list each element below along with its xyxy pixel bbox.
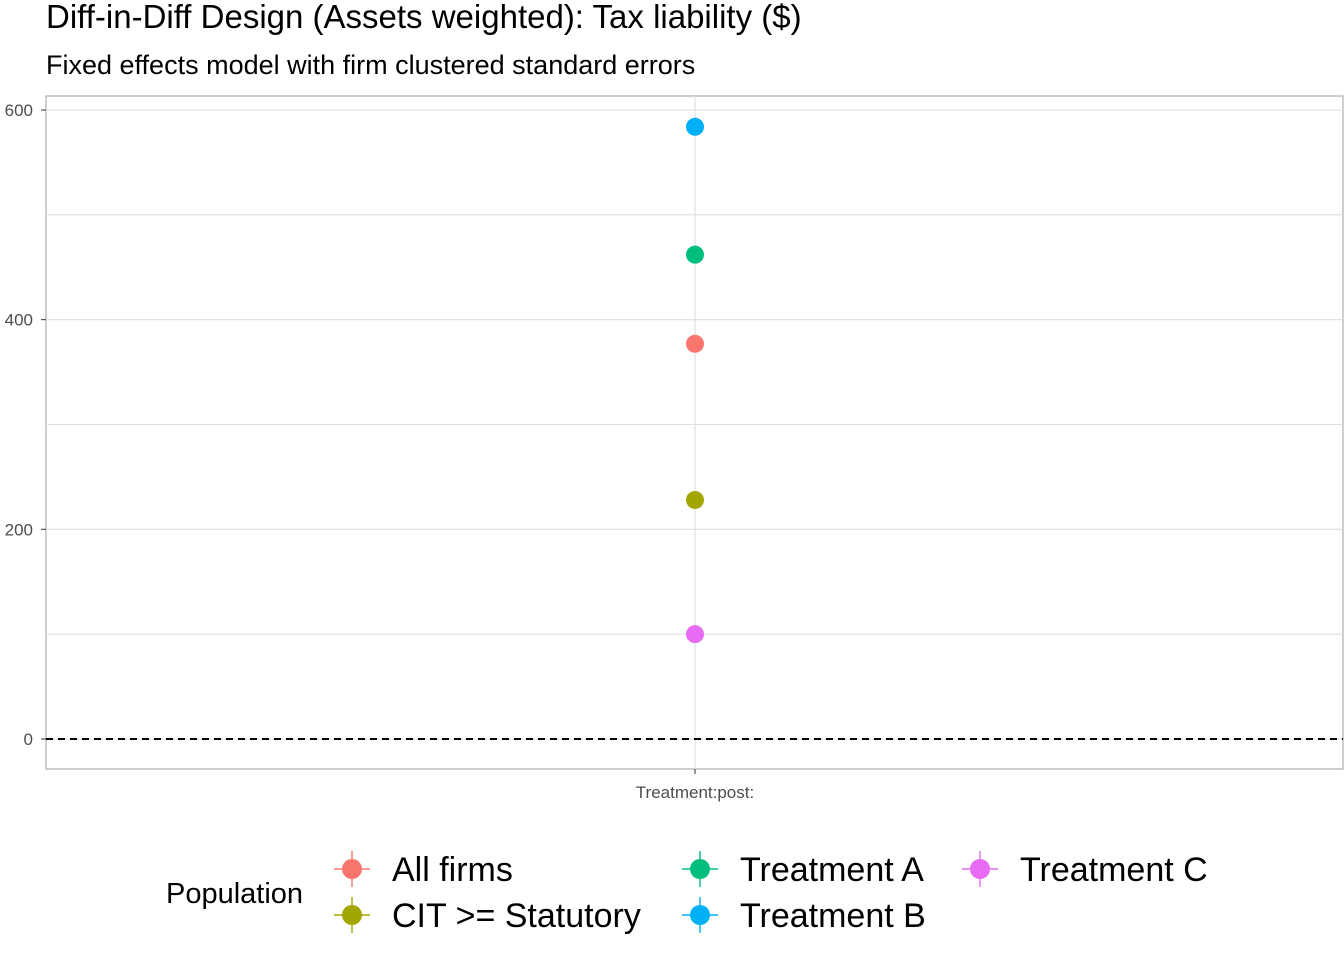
legend-item: Treatment C (962, 851, 1208, 889)
y-tick-label: 0 (24, 730, 33, 749)
point-treatment-b (686, 117, 704, 136)
legend-item: Treatment A (682, 851, 924, 889)
x-tick-label: Treatment:post: (636, 783, 754, 802)
legend-item: All firms (334, 851, 513, 889)
legend-label: Treatment B (740, 897, 926, 935)
chart-title: Diff-in-Diff Design (Assets weighted): T… (46, 0, 802, 35)
legend-label: All firms (392, 851, 513, 889)
legend-item: Treatment B (682, 897, 926, 935)
legend-label: Treatment C (1020, 851, 1208, 889)
chart-subtitle: Fixed effects model with firm clustered … (46, 50, 695, 80)
legend-key-dot (342, 859, 362, 879)
axes: 0 200 400 600 Treatment:post: (5, 101, 755, 802)
legend-title: Population (166, 878, 303, 910)
legend-item: CIT >= Statutory (334, 897, 641, 935)
point-cit-statutory (686, 490, 704, 509)
legend-label: Treatment A (740, 851, 924, 889)
legend: Population All firms CIT >= Statutory Trea… (166, 851, 1208, 935)
legend-key-dot (342, 905, 362, 925)
point-treatment-a (686, 245, 704, 264)
legend-key-dot (970, 859, 990, 879)
y-tick-label: 200 (5, 520, 33, 539)
grid (46, 96, 1343, 769)
y-tick-label: 400 (5, 311, 33, 330)
point-all-firms (686, 334, 704, 353)
point-treatment-c (686, 625, 704, 644)
legend-key-dot (690, 859, 710, 879)
legend-label: CIT >= Statutory (392, 897, 641, 935)
y-tick-label: 600 (5, 101, 33, 120)
legend-key-dot (690, 905, 710, 925)
data-points (686, 117, 704, 644)
